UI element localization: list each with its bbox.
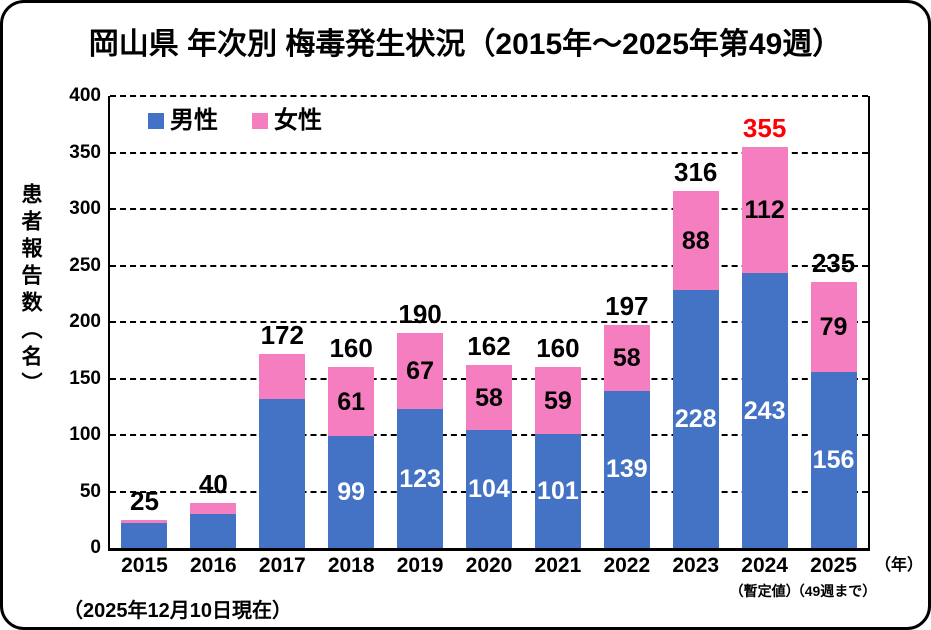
total-label-2018: 160 — [329, 333, 373, 364]
chart-title: 岡山県 年次別 梅毒発生状況（2015年～2025年第49週） — [88, 28, 843, 61]
x-label-2015: 2015 — [121, 554, 168, 577]
total-label-2020: 162 — [467, 330, 511, 361]
total-label-2016: 40 — [198, 468, 228, 499]
bar-male-2019 — [397, 409, 444, 548]
x-label-2019: 2019 — [396, 554, 444, 577]
gridline-400 — [110, 95, 868, 97]
total-label-2024: 355 — [742, 112, 787, 143]
bar-male-2020 — [466, 430, 512, 548]
bar-female-2025 — [810, 282, 857, 372]
bar-female-2015 — [121, 519, 168, 524]
bar-female-2023 — [672, 190, 719, 291]
bar-female-2024 — [741, 146, 788, 274]
bar-female-2019 — [397, 333, 444, 410]
bar-female-2016 — [190, 502, 237, 515]
x-label-2021: 2021 — [534, 554, 582, 577]
legend-item-male: 男性 — [148, 109, 218, 133]
footnote: （2025年12月10日現在） — [63, 600, 292, 622]
bar-male-2017 — [259, 398, 306, 548]
bar-male-2016 — [190, 514, 237, 548]
y-tick-350: 350 — [69, 141, 101, 163]
bar-female-2021 — [534, 367, 581, 434]
bar-male-2024 — [741, 273, 788, 548]
bar-male-2023 — [672, 290, 719, 548]
total-label-2022: 197 — [605, 291, 649, 322]
x-label-2018: 2018 — [327, 554, 375, 577]
x-label-2025: 2025 — [810, 554, 857, 577]
bar-female-2018 — [328, 367, 375, 437]
y-tick-150: 150 — [69, 367, 101, 389]
gridline-200 — [110, 321, 868, 323]
gridline-300 — [110, 208, 868, 210]
total-label-2021: 160 — [536, 333, 580, 364]
y-tick-100: 100 — [69, 424, 101, 445]
x-axis-unit-label: （年） — [875, 557, 924, 574]
bar-female-2022 — [603, 325, 650, 391]
y-tick-0: 0 — [90, 537, 101, 558]
x-note-2024: （暫定値） — [729, 583, 800, 599]
bar-female-2020 — [466, 364, 512, 431]
bar-female-2017 — [259, 353, 306, 399]
total-label-2025: 235 — [811, 248, 856, 279]
y-axis-title: 患者報告数（名） — [19, 183, 42, 399]
bar-male-2022 — [603, 390, 650, 548]
legend-female-label: 女性 — [274, 107, 322, 134]
x-label-2017: 2017 — [258, 554, 306, 577]
legend: 男性 女性 — [148, 109, 322, 133]
y-tick-250: 250 — [69, 254, 101, 276]
plot-right-border — [868, 96, 870, 548]
gridline-350 — [110, 151, 868, 154]
bar-male-2018 — [328, 436, 375, 548]
y-axis-line — [108, 96, 110, 548]
bar-male-2021 — [534, 433, 581, 548]
x-label-2022: 2022 — [603, 554, 651, 577]
legend-male-label: 男性 — [170, 107, 218, 134]
legend-item-female: 女性 — [252, 109, 322, 133]
x-note-2025: （49週まで） — [790, 583, 877, 599]
total-label-2017: 172 — [260, 319, 304, 350]
female-series-swatch-icon — [252, 113, 268, 129]
total-label-2015: 25 — [130, 485, 159, 516]
male-series-swatch-icon — [148, 113, 164, 129]
gridline-250 — [110, 264, 868, 267]
x-label-2023: 2023 — [672, 554, 720, 577]
total-label-2019: 190 — [398, 299, 442, 330]
x-label-2016: 2016 — [190, 554, 237, 577]
total-label-2023: 316 — [674, 156, 718, 187]
bar-male-2015 — [121, 523, 168, 548]
y-tick-50: 50 — [79, 480, 101, 502]
y-tick-400: 400 — [69, 85, 101, 106]
y-tick-300: 300 — [69, 198, 101, 219]
plot-area: 25 40 172 99 61 160 123 67 190 104 58 162 101 59 160 13… — [108, 95, 870, 551]
x-label-2020: 2020 — [465, 554, 513, 577]
y-tick-200: 200 — [69, 311, 101, 332]
bar-male-2025 — [810, 371, 857, 548]
x-label-2024: 2024 — [741, 554, 788, 577]
x-axis-line — [108, 548, 870, 551]
